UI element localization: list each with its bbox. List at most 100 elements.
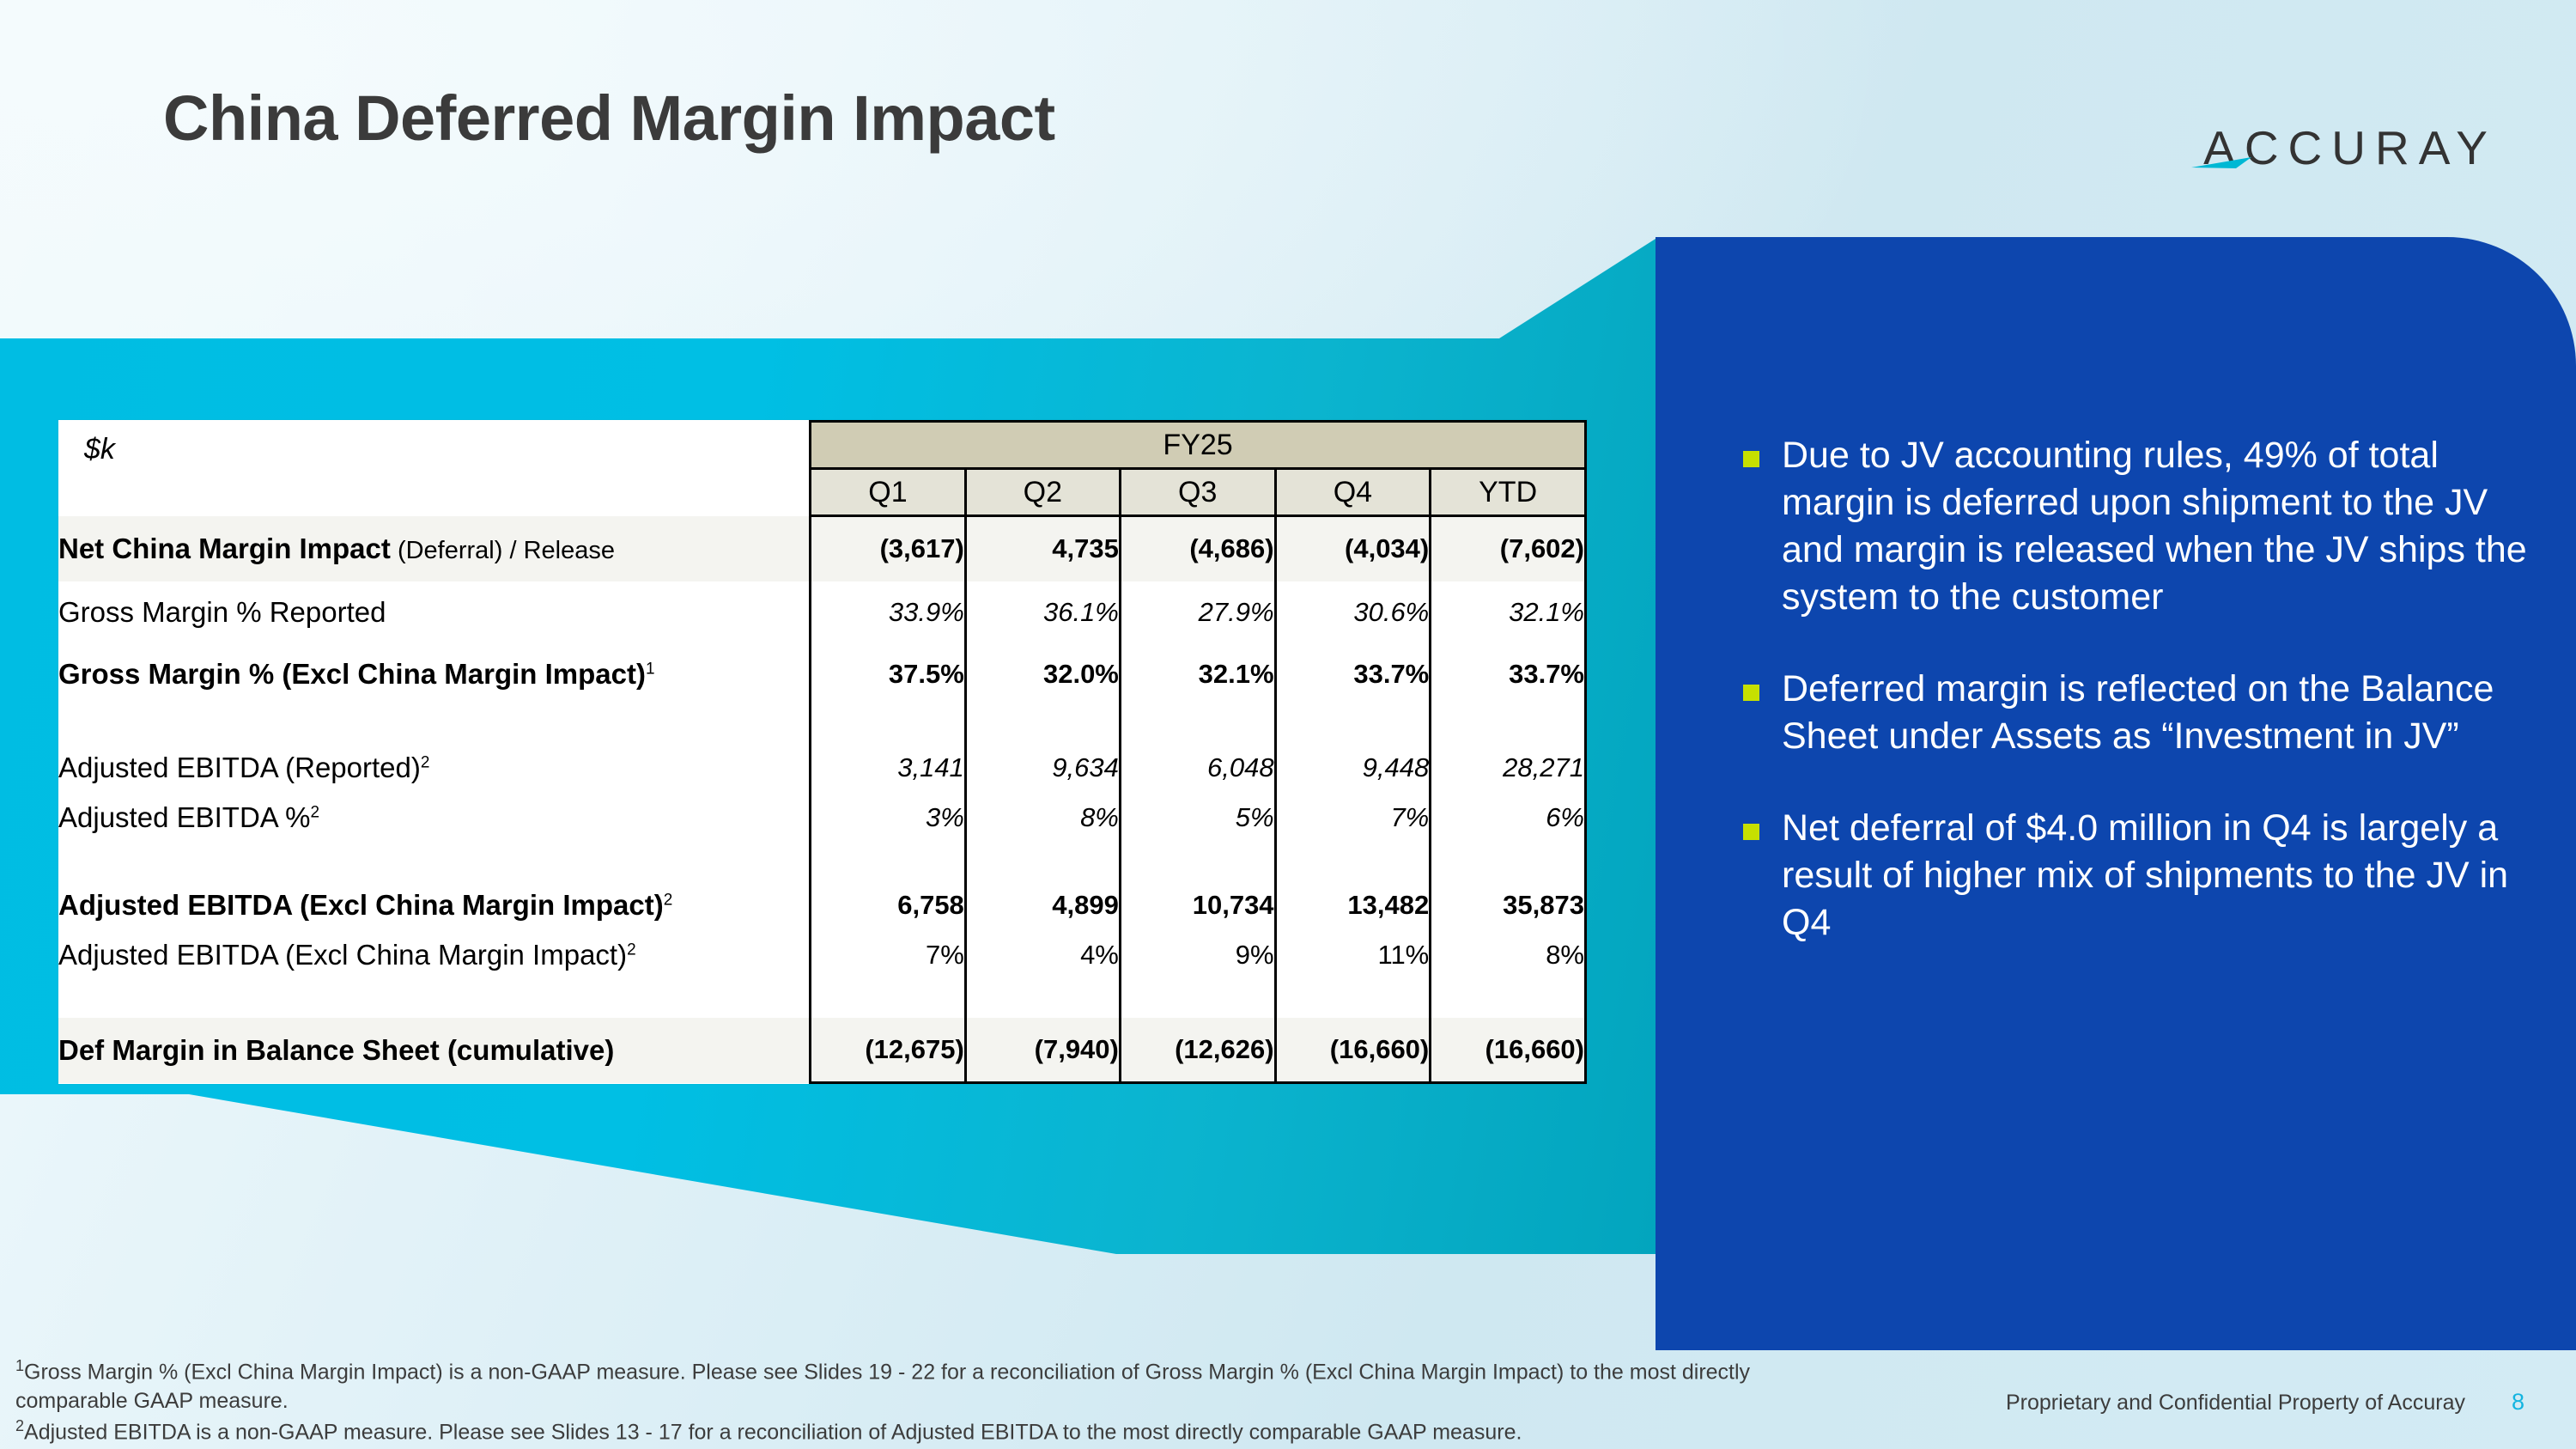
footnote-2: 2Adjusted EBITDA is a non-GAAP measure. …	[15, 1416, 1810, 1447]
cell-adj-excl-q2: 4,899	[963, 880, 1121, 930]
footnote-1-marker: 1	[15, 1357, 25, 1374]
table-spacer-row	[58, 979, 1587, 1018]
cell-adj-excl-pct-q4: 11%	[1273, 929, 1431, 980]
spacer-q1	[809, 704, 966, 743]
bullet-square-icon	[1743, 451, 1759, 467]
column-header-q4: Q4	[1273, 467, 1432, 517]
footnotes: 1Gross Margin % (Excl China Margin Impac…	[15, 1355, 1810, 1447]
cell-gm-excl-q2: 32.0%	[963, 642, 1121, 705]
china-deferred-margin-table: $k FY25 Q1 Q2 Q3 Q4 YTD Net China Margin…	[58, 420, 1587, 1084]
cell-adj-rep-q2: 9,634	[963, 742, 1121, 793]
slide-footer: Proprietary and Confidential Property of…	[2006, 1389, 2524, 1416]
confidentiality-notice: Proprietary and Confidential Property of…	[2005, 1391, 2465, 1415]
table-spacer-row	[58, 842, 1587, 880]
cell-gm-excl-ytd: 33.7%	[1429, 642, 1587, 705]
cell-net-china-q3: (4,686)	[1118, 514, 1276, 581]
table-row: Def Margin in Balance Sheet (cumulative)…	[58, 1017, 1587, 1084]
row-label-gross-margin-reported: Gross Margin % Reported	[58, 595, 386, 628]
cell-gm-reported-q4: 30.6%	[1273, 581, 1431, 643]
cell-adj-excl-q3: 10,734	[1118, 880, 1276, 930]
row-label-gross-margin-excl-china: Gross Margin % (Excl China Margin Impact…	[58, 657, 655, 690]
cell-adj-excl-pct-q1: 7%	[809, 929, 966, 980]
table-row: Gross Margin % (Excl China Margin Impact…	[58, 642, 1587, 705]
page-number: 8	[2511, 1389, 2524, 1415]
blue-commentary-panel	[1656, 237, 2576, 1350]
cell-adj-pct-q2: 8%	[963, 792, 1121, 843]
cell-adj-pct-q1: 3%	[809, 792, 966, 843]
spacer-q2	[963, 704, 1121, 743]
spacer-q3	[1118, 979, 1276, 1018]
table-row: Adjusted EBITDA (Excl China Margin Impac…	[58, 929, 1587, 980]
row-label-adj-ebitda-excl-china-value: Adjusted EBITDA (Excl China Margin Impac…	[58, 888, 673, 921]
spacer-q4	[1273, 979, 1431, 1018]
cell-adj-pct-q3: 5%	[1118, 792, 1276, 843]
cell-net-china-q1: (3,617)	[809, 514, 966, 581]
accuray-logo: ACCURAY	[2191, 120, 2497, 175]
cell-adj-rep-q3: 6,048	[1118, 742, 1276, 793]
column-header-q3: Q3	[1118, 467, 1277, 517]
cell-net-china-q2: 4,735	[963, 514, 1121, 581]
unit-label: $k	[84, 432, 115, 466]
cell-adj-excl-pct-q2: 4%	[963, 929, 1121, 980]
spacer-q4	[1273, 842, 1431, 880]
cell-def-margin-q3: (12,626)	[1118, 1017, 1276, 1084]
cell-gm-excl-q1: 37.5%	[809, 642, 966, 705]
cell-gm-reported-ytd: 32.1%	[1429, 581, 1587, 643]
column-header-ytd: YTD	[1429, 467, 1587, 517]
spacer-q1	[809, 979, 966, 1018]
spacer-label	[58, 843, 811, 880]
cell-net-china-ytd: (7,602)	[1429, 514, 1587, 581]
cell-def-margin-ytd: (16,660)	[1429, 1017, 1587, 1084]
logo-wordmark: ACCURAY	[2203, 121, 2497, 174]
cell-adj-pct-ytd: 6%	[1429, 792, 1587, 843]
cell-gm-excl-q3: 32.1%	[1118, 642, 1276, 705]
bullet-text-3: Net deferral of $4.0 million in Q4 is la…	[1782, 807, 2509, 944]
bullet-text-1: Due to JV accounting rules, 49% of total…	[1782, 435, 2527, 618]
bullet-square-icon	[1743, 824, 1759, 841]
row-label-net-china-margin-impact: Net China Margin Impact (Deferral) / Rel…	[58, 532, 615, 564]
cell-adj-rep-q4: 9,448	[1273, 742, 1431, 793]
cell-adj-rep-ytd: 28,271	[1429, 742, 1587, 793]
spacer-q2	[963, 842, 1121, 880]
footnote-1-text: Gross Margin % (Excl China Margin Impact…	[15, 1360, 1751, 1413]
table-column-header-row: Q1 Q2 Q3 Q4 YTD	[58, 467, 1587, 517]
footnote-1: 1Gross Margin % (Excl China Margin Impac…	[15, 1355, 1810, 1416]
spacer-q2	[963, 979, 1121, 1018]
cell-def-margin-q1: (12,675)	[809, 1017, 966, 1084]
fiscal-year-header: FY25	[809, 420, 1587, 470]
list-item: Due to JV accounting rules, 49% of total…	[1743, 432, 2533, 621]
cell-def-margin-q2: (7,940)	[963, 1017, 1121, 1084]
cell-gm-reported-q2: 36.1%	[963, 581, 1121, 643]
bullet-square-icon	[1743, 685, 1759, 702]
bullet-text-2: Deferred margin is reflected on the Bala…	[1782, 668, 2494, 758]
spacer-q1	[809, 842, 966, 880]
cell-adj-excl-ytd: 35,873	[1429, 880, 1587, 930]
row-label-adj-ebitda-reported: Adjusted EBITDA (Reported)2	[58, 751, 430, 783]
cell-adj-rep-q1: 3,141	[809, 742, 966, 793]
cell-net-china-q4: (4,034)	[1273, 514, 1431, 581]
list-item: Net deferral of $4.0 million in Q4 is la…	[1743, 805, 2533, 947]
spacer-q3	[1118, 704, 1276, 743]
table-row: Net China Margin Impact (Deferral) / Rel…	[58, 514, 1587, 581]
cell-gm-reported-q1: 33.9%	[809, 581, 966, 643]
cell-gm-excl-q4: 33.7%	[1273, 642, 1431, 705]
spacer-ytd	[1429, 842, 1587, 880]
table-header-group-row: $k FY25	[58, 420, 1587, 516]
spacer-label	[58, 980, 811, 1018]
cell-adj-excl-q1: 6,758	[809, 880, 966, 930]
footnote-2-marker: 2	[15, 1417, 25, 1435]
spacer-q4	[1273, 704, 1431, 743]
row-label-adj-ebitda-pct: Adjusted EBITDA %2	[58, 801, 320, 833]
logo-swoosh-icon	[2191, 157, 2252, 168]
unit-label-cell: $k	[58, 421, 811, 516]
table-row: Adjusted EBITDA (Excl China Margin Impac…	[58, 880, 1587, 930]
commentary-bullet-list: Due to JV accounting rules, 49% of total…	[1743, 432, 2533, 991]
row-label-def-margin-balance-sheet: Def Margin in Balance Sheet (cumulative)	[58, 1033, 615, 1066]
spacer-ytd	[1429, 979, 1587, 1018]
spacer-ytd	[1429, 704, 1587, 743]
page-title: China Deferred Margin Impact	[163, 82, 1055, 154]
table-spacer-row	[58, 704, 1587, 743]
column-header-q2: Q2	[963, 467, 1121, 517]
column-header-q1: Q1	[809, 467, 967, 517]
cell-adj-excl-pct-ytd: 8%	[1429, 929, 1587, 980]
